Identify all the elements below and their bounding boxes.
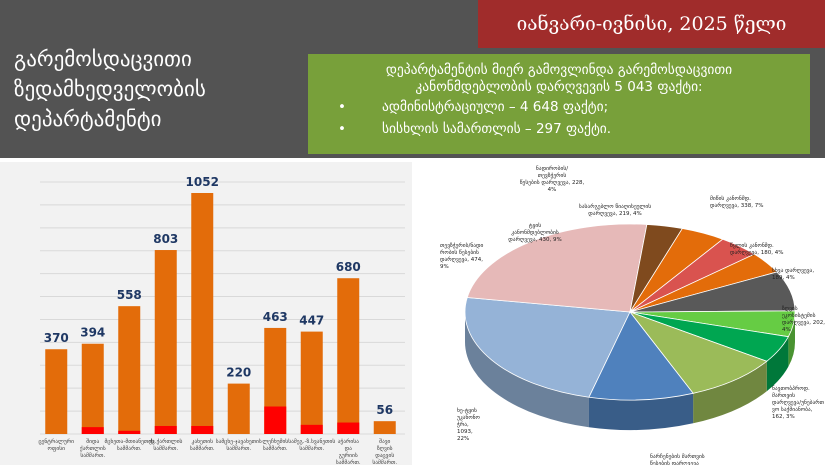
bar: [373, 421, 396, 434]
bar-category-label: ლეჩხუმის სამმართ.: [262, 438, 288, 452]
bar-data-label: 447: [299, 314, 324, 328]
department-title: გარემოსდაცვითი ზედამხედველობის დეპარტამე…: [14, 44, 314, 134]
bar-category-label: ცენტრალური ოფისი: [38, 438, 74, 452]
pie-slice-label: ხე-ტყის უკანონო ჭრა, 1093, 22%: [457, 407, 481, 442]
pie-slice-label: სასარგებლო წიაღისეულის დარღვევა, 219, 4%: [579, 203, 651, 217]
bar-data-label: 220: [226, 366, 251, 380]
bar-category-label: კახეთის სამმართ.: [190, 438, 215, 452]
bar: [227, 383, 250, 434]
pie-slice-side: [766, 336, 789, 392]
pie-slice-label: ზღვის ეკოსისტემის დარღვევა, 202, 4%: [782, 305, 825, 333]
bar-criminal-segment: [191, 425, 214, 434]
pie-chart-panel: ხე-ტყის უკანონო ჭრა, 1093, 22% ნარჩენების მარ…: [430, 162, 825, 467]
period-banner: იანვარი-ივნისი, 2025 წელი: [478, 0, 825, 48]
bar-data-label: 56: [376, 403, 393, 417]
bar: [300, 331, 323, 434]
pie-slice-label: თევზჭერის/ნადი რობის წესების დარღვევა, 474…: [440, 242, 484, 270]
pie-chart: ხე-ტყის უკანონო ჭრა, 1093, 22% ნარჩენების მარ…: [440, 165, 825, 467]
bar-data-label: 1052: [186, 175, 219, 189]
bar-data-label: 680: [336, 260, 361, 274]
bar-category-label: აჭარისა და გურიის სამმართ.: [336, 438, 361, 465]
summary-box: დეპარტამენტის მიერ გამოვლინდა გარემოსდაც…: [308, 54, 810, 154]
bar-category-label: მცხეთა-მთიანეთის სამმართ.: [104, 438, 154, 452]
pie-slice: [464, 297, 631, 398]
bar-criminal-segment: [118, 430, 141, 434]
bar: [337, 278, 360, 434]
bullet-2-text: სისხლის სამართლის – 297 ფაქტი.: [382, 121, 612, 137]
period-text: იანვარი-ივნისი, 2025 წელი: [516, 13, 787, 35]
summary-line-2: კანონმდებლობის დარღვევის 5 043 ფაქტი:: [415, 79, 703, 95]
bar-category-label: შავი ზღვის დაცვის სამმართ.: [372, 438, 397, 465]
bar-data-label: 463: [263, 310, 288, 324]
title-line-1: გარემოსდაცვითი: [14, 47, 192, 71]
bar-data-label: 394: [80, 326, 105, 340]
bullet-1-text: ადმინისტრაციული – 4 648 ფაქტი;: [382, 99, 609, 115]
bar-criminal-segment: [154, 425, 177, 434]
pie-slice: [628, 311, 768, 394]
bar-criminal-segment: [264, 406, 287, 434]
bar-data-label: 558: [117, 288, 142, 302]
pie-slice-label: ტყის კანონმდებლობის დარღვევა, 430, 9%: [508, 222, 561, 243]
bar-data-label: 803: [153, 232, 178, 246]
pie-slice-label: მიწის კანონმდ. დარღვევა, 338, 7%: [710, 195, 763, 209]
bar: [45, 349, 68, 434]
bar-category-label: შიდა ქართლის სამმართ.: [80, 438, 106, 459]
pie-slice-side: [693, 361, 767, 424]
title-line-2: ზედამხედველობის: [14, 77, 206, 101]
pie-slice-label: ნარჩენების მართვის წესების დარღვევა: [650, 453, 705, 465]
pie-slice-side: [588, 393, 694, 430]
pie-slice-label: სხვა დარღვევა, 189, 4%: [772, 267, 814, 281]
summary-bullet-1: • ადმინისტრაციული – 4 648 ფაქტი;: [322, 96, 796, 118]
pie-slice-label: ნადირობის/თევზჭერის წესების დარღვევა, 228…: [520, 165, 585, 193]
bar: [154, 250, 177, 434]
bar-category-label: ქვ.ქართლის სამმართ.: [149, 438, 182, 452]
pie-slice: [588, 311, 694, 401]
pie-slice-side: [465, 312, 589, 428]
bar-criminal-segment: [337, 422, 360, 434]
bar-chart: 370 ცენტრალური ოფისი 394 შიდა ქართლის სამმართ.…: [38, 175, 405, 466]
bar-category-label: სამცხე-ჯავახეთის სამმართ.: [216, 438, 262, 452]
pie-slice: [466, 223, 648, 313]
pie-slice-label: ნავთობპროდ. მართვის დარღვევა/უნებართ ვო საქ…: [772, 385, 825, 420]
summary-bullet-2: • სისხლის სამართლის – 297 ფაქტი.: [322, 118, 796, 140]
bullet-icon: •: [338, 121, 346, 137]
bar-criminal-segment: [81, 427, 104, 434]
bullet-icon: •: [338, 99, 346, 115]
bar-criminal-segment: [300, 424, 323, 434]
bar-chart-panel: 370 ცენტრალური ოფისი 394 შიდა ქართლის სამმართ.…: [0, 162, 412, 466]
pie-slice-label: წყლის კანონმდ. დარღვევა, 180, 4%: [730, 242, 783, 256]
bar: [191, 192, 214, 434]
bar-category-label: სამეგ.-ზ.სვანეთის სამმართ.: [288, 438, 335, 452]
title-line-3: დეპარტამენტი: [14, 107, 162, 131]
bar: [81, 343, 104, 434]
bar-data-label: 370: [44, 331, 69, 345]
bar: [118, 306, 141, 434]
summary-line-1: დეპარტამენტის მიერ გამოვლინდა გარემოსდაც…: [385, 62, 733, 78]
